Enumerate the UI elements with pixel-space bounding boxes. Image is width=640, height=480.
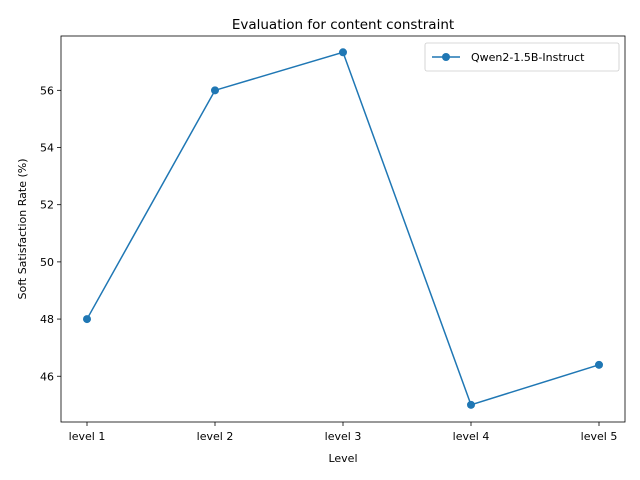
- data-point: [467, 400, 475, 409]
- legend: Qwen2-1.5B-Instruct: [424, 42, 620, 72]
- legend-marker: [442, 53, 450, 61]
- data-point: [339, 48, 347, 57]
- x-axis-label: Level: [328, 452, 357, 465]
- tick-group: level 1 level 2 level 3 level 4 level 5 46 48 5…: [40, 84, 617, 443]
- chart-title: Evaluation for content constraint: [232, 17, 454, 33]
- series-line: [86, 51, 600, 406]
- plot-area: [60, 35, 626, 423]
- x-tick-label: level 5: [581, 430, 618, 443]
- y-tick-label: 50: [40, 256, 54, 269]
- x-tick-label: level 3: [325, 430, 362, 443]
- x-tick-label: level 4: [453, 430, 490, 443]
- y-tick-label: 52: [40, 199, 54, 212]
- y-tick-label: 48: [40, 313, 54, 326]
- marker-group: [83, 48, 603, 409]
- y-tick-label: 54: [40, 142, 54, 155]
- x-tick-label: level 1: [69, 430, 106, 443]
- data-point: [595, 360, 603, 369]
- y-tick-label: 56: [40, 84, 54, 97]
- data-point: [83, 315, 91, 324]
- y-axis-label: Soft Satisfaction Rate (%): [16, 158, 29, 299]
- plot-frame: [60, 35, 626, 423]
- x-tick-label: level 2: [197, 430, 234, 443]
- legend-box: [424, 42, 620, 72]
- data-point: [211, 86, 219, 95]
- legend-entry: Qwen2-1.5B-Instruct: [471, 51, 585, 64]
- y-tick-label: 46: [40, 370, 54, 383]
